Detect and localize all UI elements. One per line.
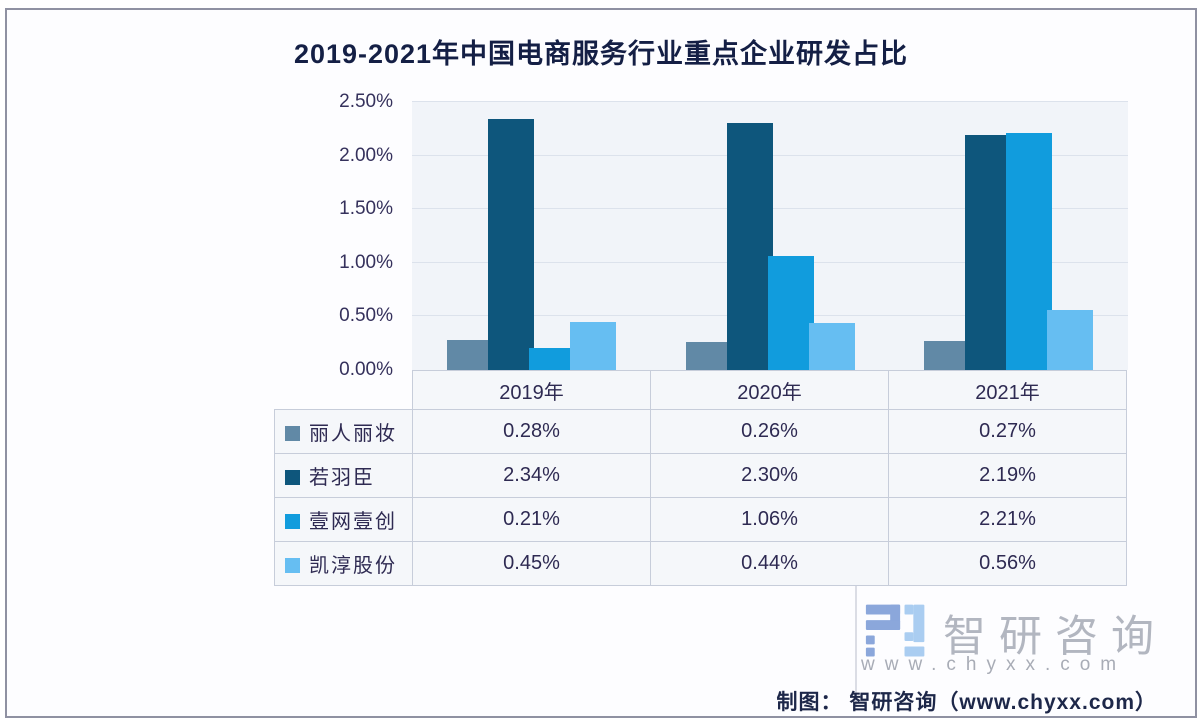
legend-swatch-icon bbox=[285, 470, 300, 485]
watermark-brand-text: 智研咨询 bbox=[943, 613, 1167, 661]
y-axis-tick-label: 2.00% bbox=[339, 144, 393, 166]
legend-label: 若羽臣 bbox=[309, 467, 375, 489]
bar-group-2 bbox=[651, 102, 890, 370]
bar-series1-group1 bbox=[446, 339, 493, 370]
bar-group-3 bbox=[889, 102, 1128, 370]
table-cell-series2-col1: 2.34% bbox=[412, 453, 651, 498]
bar-group-1 bbox=[412, 102, 651, 370]
bar-series2-group3 bbox=[965, 135, 1012, 370]
table-cell-series4-col3: 0.56% bbox=[888, 541, 1127, 586]
legend-label: 丽人丽妆 bbox=[309, 423, 397, 445]
watermark-divider bbox=[855, 586, 857, 706]
bar-series2-group2 bbox=[726, 123, 773, 370]
y-axis-tick-label: 0.00% bbox=[339, 359, 393, 380]
y-axis-tick-label: 2.50% bbox=[339, 91, 393, 112]
table-header-col2: 2020年 bbox=[650, 370, 889, 410]
bar-series4-group1 bbox=[569, 321, 616, 370]
bar-series1-group2 bbox=[685, 342, 732, 370]
legend-item: 若羽臣 bbox=[274, 453, 413, 498]
legend-label: 凯淳股份 bbox=[309, 555, 397, 577]
legend-swatch-icon bbox=[285, 426, 300, 441]
watermark-url-text: www.chyxx.com bbox=[861, 654, 1127, 675]
figure-frame: 2019-2021年中国电商服务行业重点企业研发占比 0.00% 0.50% 1.0… bbox=[5, 8, 1197, 718]
legend-item: 丽人丽妆 bbox=[274, 409, 413, 454]
bar-groups bbox=[412, 102, 1128, 370]
table-cell-series3-col1: 0.21% bbox=[412, 497, 651, 542]
table-cell-series3-col3: 2.21% bbox=[888, 497, 1127, 542]
table-cell-series2-col3: 2.19% bbox=[888, 453, 1127, 498]
legend-swatch-icon bbox=[285, 514, 300, 529]
table-cell-series1-col3: 0.27% bbox=[888, 409, 1127, 454]
table-row: 丽人丽妆 0.28% 0.26% 0.27% bbox=[274, 409, 1127, 454]
bar-series3-group2 bbox=[767, 256, 814, 370]
bar-series3-group1 bbox=[528, 347, 575, 370]
bar-series2-group1 bbox=[487, 119, 534, 370]
brand-logo-icon bbox=[865, 604, 925, 657]
chart-title: 2019-2021年中国电商服务行业重点企业研发占比 bbox=[293, 39, 909, 69]
table-cell-series1-col2: 0.26% bbox=[650, 409, 889, 454]
table-cell-series2-col2: 2.30% bbox=[650, 453, 889, 498]
gridline bbox=[412, 101, 1128, 102]
table-row: 若羽臣 2.34% 2.30% 2.19% bbox=[274, 453, 1127, 498]
table-row: 凯淳股份 0.45% 0.44% 0.56% bbox=[274, 541, 1127, 586]
table-header-col3: 2021年 bbox=[888, 370, 1127, 410]
bar-series3-group3 bbox=[1006, 133, 1053, 370]
y-axis-tick-label: 1.00% bbox=[339, 251, 393, 273]
table-cell-series3-col2: 1.06% bbox=[650, 497, 889, 542]
bar-series4-group2 bbox=[808, 322, 855, 370]
bar-series4-group3 bbox=[1047, 309, 1094, 370]
bar-series1-group3 bbox=[924, 341, 971, 370]
y-axis: 0.00% 0.50% 1.00% 1.50% 2.00% 2.50% bbox=[285, 91, 405, 380]
y-axis-tick-label: 1.50% bbox=[339, 198, 393, 220]
legend-item: 壹网壹创 bbox=[274, 497, 413, 542]
legend-label: 壹网壹创 bbox=[309, 511, 397, 533]
table-row: 壹网壹创 0.21% 1.06% 2.21% bbox=[274, 497, 1127, 542]
table-corner-blank bbox=[275, 371, 413, 410]
table-cell-series4-col2: 0.44% bbox=[650, 541, 889, 586]
table-header-col1: 2019年 bbox=[412, 370, 651, 410]
plot-area bbox=[412, 101, 1128, 370]
credit-caption: 制图： 智研咨询（www.chyxx.com） bbox=[776, 691, 1157, 714]
data-table: 2019年 2020年 2021年丽人丽妆 0.28% 0.26% 0.27% 若羽臣 2.3… bbox=[274, 370, 1127, 586]
legend-item: 凯淳股份 bbox=[274, 541, 413, 586]
y-axis-tick-label: 0.50% bbox=[339, 305, 393, 327]
table-cell-series4-col1: 0.45% bbox=[412, 541, 651, 586]
legend-swatch-icon bbox=[285, 558, 300, 573]
table-cell-series1-col1: 0.28% bbox=[412, 409, 651, 454]
